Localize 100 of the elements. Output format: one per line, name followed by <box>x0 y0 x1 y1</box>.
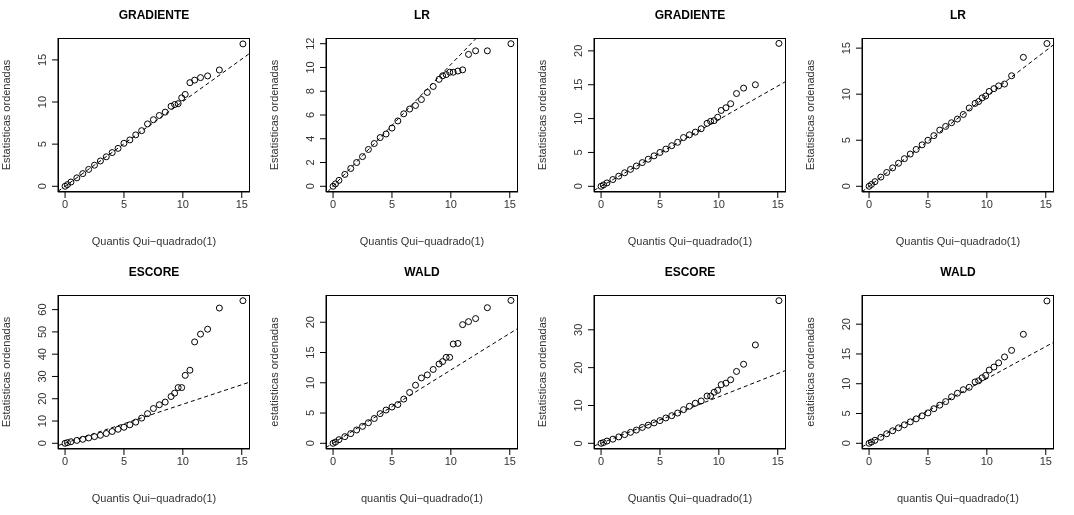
point <box>67 438 75 446</box>
point <box>114 144 122 152</box>
point <box>722 104 730 112</box>
point <box>73 174 81 182</box>
point <box>138 127 146 135</box>
y-tick-label: 8 <box>304 88 316 95</box>
point <box>906 150 914 158</box>
point <box>680 134 688 142</box>
point <box>174 384 182 392</box>
point <box>394 401 402 409</box>
y-tick-label: 10 <box>572 112 584 125</box>
y-tick-label: 10 <box>304 61 316 74</box>
point <box>442 353 450 361</box>
point <box>423 371 431 379</box>
x-tick-label: 0 <box>866 454 873 467</box>
point <box>376 410 384 418</box>
point <box>79 170 87 178</box>
x-axis-title: Quantis Qui−quadrado(1) <box>91 492 217 504</box>
point <box>936 401 944 409</box>
point <box>1043 40 1051 48</box>
x-tick-label: 10 <box>980 197 993 210</box>
point <box>674 138 682 146</box>
point <box>680 406 688 414</box>
point <box>215 66 223 74</box>
y-tick-label: 0 <box>840 440 852 447</box>
x-tick-label: 5 <box>120 454 128 467</box>
x-tick-label: 0 <box>330 197 337 210</box>
y-tick-label: 12 <box>304 37 316 50</box>
point <box>472 315 480 323</box>
point <box>714 113 722 121</box>
point <box>990 363 998 371</box>
point <box>239 40 247 48</box>
point <box>364 419 372 427</box>
y-tick-label: 10 <box>36 95 48 109</box>
point <box>85 434 93 442</box>
point <box>400 110 408 118</box>
y-tick-label: 6 <box>304 111 316 119</box>
point <box>102 429 110 437</box>
chart-title: ESCORE <box>127 265 181 279</box>
point <box>353 159 361 167</box>
point <box>454 67 462 75</box>
y-tick-label: 5 <box>840 137 852 144</box>
x-axis-title: Quantis Qui−quadrado(1) <box>91 235 217 247</box>
point <box>948 393 956 401</box>
point <box>924 136 932 144</box>
point <box>439 358 447 366</box>
point <box>435 360 443 368</box>
y-axis-title: estatisticas ordenadas <box>803 316 816 427</box>
point <box>197 74 205 82</box>
y-tick-label: 0 <box>840 183 852 190</box>
point <box>632 162 640 170</box>
chart-title: ESCORE <box>663 265 717 279</box>
point <box>722 379 730 387</box>
point <box>459 321 467 329</box>
y-axis-title: Estatisticas ordenadas <box>535 316 548 428</box>
y-tick-label: 10 <box>840 377 852 390</box>
x-tick-label: 0 <box>62 197 69 210</box>
point <box>120 423 128 431</box>
x-tick-label: 0 <box>866 197 873 210</box>
point <box>186 366 194 374</box>
point <box>239 297 247 305</box>
y-tick-label: 10 <box>572 399 584 412</box>
y-tick-label: 10 <box>304 376 316 389</box>
x-tick-label: 5 <box>388 454 396 467</box>
point <box>650 152 658 160</box>
point <box>775 297 783 305</box>
x-tick-label: 0 <box>598 454 605 467</box>
point <box>171 389 179 397</box>
point <box>161 108 169 116</box>
point <box>975 377 983 385</box>
point <box>191 76 199 84</box>
point <box>1001 353 1009 361</box>
point <box>423 88 431 96</box>
point <box>644 155 652 163</box>
point <box>149 116 157 124</box>
y-tick-label: 50 <box>36 325 48 339</box>
point <box>132 131 140 139</box>
point <box>775 39 783 47</box>
point <box>359 422 367 430</box>
y-tick-label: 30 <box>36 370 48 383</box>
point <box>871 178 879 186</box>
y-tick-label: 20 <box>304 316 316 329</box>
point <box>167 102 175 110</box>
y-axis-title: Estatisticas ordenadas <box>267 59 280 171</box>
point <box>871 436 879 444</box>
x-tick-label: 10 <box>712 197 725 210</box>
point <box>959 386 967 394</box>
point <box>740 360 748 368</box>
point <box>144 410 152 418</box>
point <box>668 142 676 150</box>
point <box>985 366 993 374</box>
point <box>120 139 128 147</box>
x-tick-label: 5 <box>388 197 396 210</box>
point <box>953 115 961 123</box>
point <box>710 117 718 125</box>
point <box>727 100 735 108</box>
point <box>376 134 384 142</box>
point <box>91 161 99 169</box>
x-tick-label: 10 <box>176 197 189 210</box>
point <box>138 414 146 422</box>
